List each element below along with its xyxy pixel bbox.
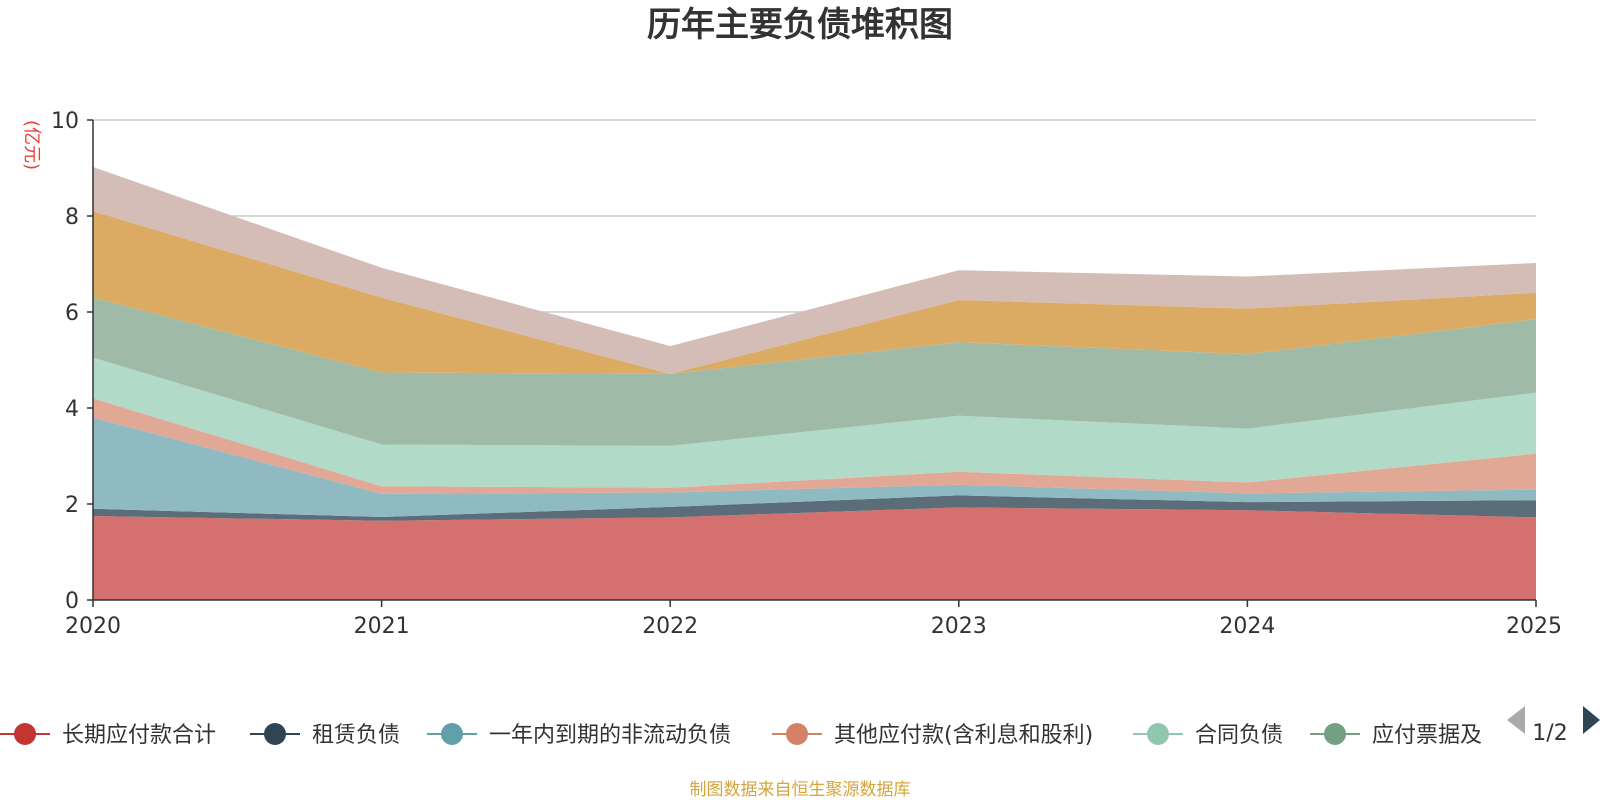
area-series-5[interactable] — [93, 297, 1536, 446]
x-tick-label: 2023 — [931, 614, 987, 639]
legend-items: 长期应付款合计 租赁负债 一年内到期的非流动负债 其他应付款(含利息和股利) 合同负债 应… — [0, 723, 1482, 748]
y-tick-label: 10 — [51, 109, 79, 134]
legend-label: 其他应付款(含利息和股利) — [834, 723, 1093, 748]
legend-item[interactable]: 租赁负债 — [250, 723, 400, 748]
legend-circle-marker — [14, 723, 36, 745]
y-tick-label: 2 — [65, 493, 79, 518]
y-tick-label: 6 — [65, 301, 79, 326]
legend-item[interactable]: 合同负债 — [1133, 723, 1283, 748]
area-series-2[interactable] — [93, 417, 1536, 517]
area-series-6[interactable] — [93, 211, 1536, 374]
legend: 长期应付款合计 租赁负债 一年内到期的非流动负债 其他应付款(含利息和股利) 合同负债 应… — [0, 723, 1482, 748]
area-series-0[interactable] — [93, 507, 1536, 600]
tick-labels: 0 2 4 6 8 10 2020 2021 2022 2023 2024 2025 — [51, 109, 1562, 639]
legend-label: 一年内到期的非流动负债 — [489, 723, 731, 748]
y-tick-label: 4 — [65, 397, 79, 422]
x-tick-label: 2024 — [1219, 614, 1275, 639]
legend-circle-marker — [1324, 723, 1346, 745]
x-tick-label: 2025 — [1506, 614, 1562, 639]
axes — [87, 119, 1537, 607]
legend-circle-marker — [786, 723, 808, 745]
legend-circle-marker — [441, 723, 463, 745]
y-axis-unit-label: (亿元) — [21, 120, 42, 170]
x-tick-label: 2022 — [642, 614, 698, 639]
legend-label: 租赁负债 — [312, 723, 400, 748]
legend-item[interactable]: 一年内到期的非流动负债 — [427, 723, 731, 748]
area-series-3[interactable] — [93, 398, 1536, 494]
y-tick-label: 0 — [65, 589, 79, 614]
legend-item[interactable]: 应付票据及 — [1310, 723, 1482, 748]
area-series-1[interactable] — [93, 495, 1536, 521]
data-source-note: 制图数据来自恒生聚源数据库 — [690, 780, 911, 800]
legend-circle-marker — [264, 723, 286, 745]
area-series-4[interactable] — [93, 357, 1536, 488]
area-series-7[interactable] — [93, 167, 1536, 374]
x-tick-label: 2021 — [354, 614, 410, 639]
x-tick-label: 2020 — [65, 614, 121, 639]
legend-label: 合同负债 — [1195, 723, 1283, 748]
legend-item[interactable]: 其他应付款(含利息和股利) — [772, 723, 1093, 748]
y-tick-label: 8 — [65, 205, 79, 230]
chart-title: 历年主要负债堆积图 — [647, 5, 953, 45]
legend-item[interactable]: 长期应付款合计 — [0, 723, 216, 748]
legend-pager: 1/2 — [1507, 706, 1600, 746]
area-series — [93, 167, 1536, 600]
legend-page-indicator: 1/2 — [1532, 721, 1567, 746]
legend-next-icon[interactable] — [1583, 706, 1600, 734]
legend-label: 长期应付款合计 — [62, 723, 216, 748]
legend-circle-marker — [1147, 723, 1169, 745]
legend-prev-icon[interactable] — [1507, 706, 1525, 734]
legend-label: 应付票据及 — [1372, 723, 1482, 748]
